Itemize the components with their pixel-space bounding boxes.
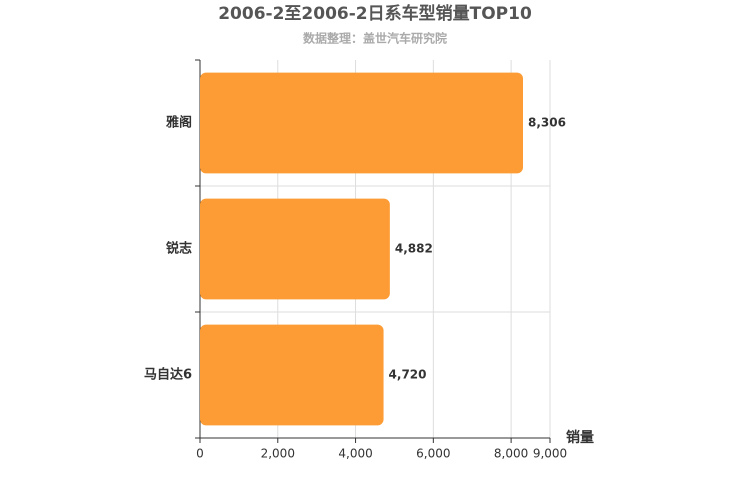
- value-label: 8,306: [528, 116, 566, 130]
- y-tick-label: 锐志: [166, 241, 192, 257]
- bar: [200, 72, 524, 174]
- y-tick-label: 雅阁: [166, 115, 192, 131]
- x-tick-label: 4,000: [338, 447, 372, 461]
- chart-title: 2006-2至2006-2日系车型销量TOP10: [218, 3, 532, 24]
- value-label: 4,882: [395, 242, 433, 256]
- chart-subtitle: 数据整理：盖世汽车研究院: [303, 31, 447, 46]
- y-tick-label: 马自达6: [144, 367, 192, 383]
- x-tick-label: 2,000: [261, 447, 295, 461]
- x-axis-name: 销量: [566, 429, 594, 446]
- bar: [200, 198, 390, 300]
- bar: [200, 324, 384, 426]
- value-label: 4,720: [389, 368, 427, 382]
- x-tick-label: 8,000: [494, 447, 528, 461]
- x-tick-label: 0: [196, 447, 204, 461]
- x-tick-label: 6,000: [416, 447, 450, 461]
- x-tick-label: 9,000: [533, 447, 567, 461]
